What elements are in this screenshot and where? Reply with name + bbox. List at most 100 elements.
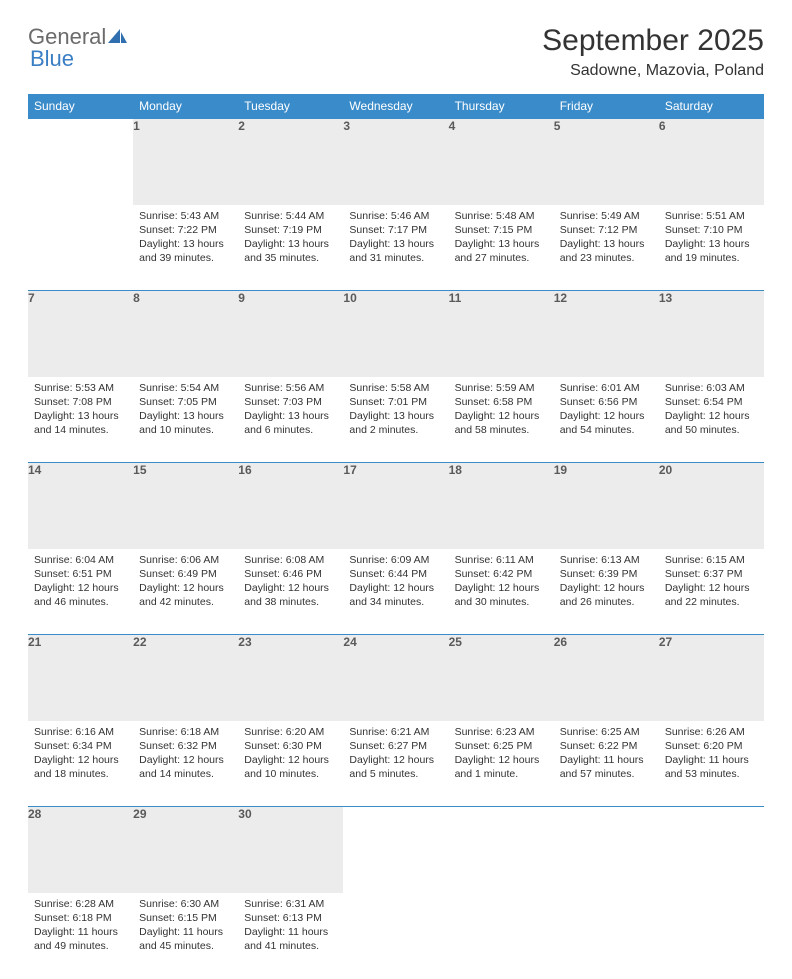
sunset-text: Sunset: 6:30 PM bbox=[244, 739, 337, 753]
sunset-text: Sunset: 6:39 PM bbox=[560, 567, 653, 581]
day-number: 30 bbox=[238, 807, 343, 893]
day-cell: Sunrise: 6:25 AMSunset: 6:22 PMDaylight:… bbox=[554, 721, 659, 807]
sunset-text: Sunset: 7:17 PM bbox=[349, 223, 442, 237]
day-cell: Sunrise: 6:28 AMSunset: 6:18 PMDaylight:… bbox=[28, 893, 133, 979]
day-number: 24 bbox=[343, 635, 448, 721]
sunrise-text: Sunrise: 6:03 AM bbox=[665, 381, 758, 395]
day-cell-content: Sunrise: 6:18 AMSunset: 6:32 PMDaylight:… bbox=[133, 721, 238, 788]
day-number: 14 bbox=[28, 463, 133, 549]
sunrise-text: Sunrise: 5:49 AM bbox=[560, 209, 653, 223]
day-number bbox=[343, 807, 448, 893]
sunrise-text: Sunrise: 5:44 AM bbox=[244, 209, 337, 223]
daylight-text-1: Daylight: 13 hours bbox=[139, 237, 232, 251]
day-number: 18 bbox=[449, 463, 554, 549]
sunrise-text: Sunrise: 6:26 AM bbox=[665, 725, 758, 739]
daylight-text-2: and 31 minutes. bbox=[349, 251, 442, 265]
daylight-text-1: Daylight: 12 hours bbox=[455, 409, 548, 423]
day-number: 16 bbox=[238, 463, 343, 549]
daylight-text-1: Daylight: 11 hours bbox=[139, 925, 232, 939]
daylight-text-1: Daylight: 13 hours bbox=[455, 237, 548, 251]
day-number: 10 bbox=[343, 291, 448, 377]
sunset-text: Sunset: 6:46 PM bbox=[244, 567, 337, 581]
day-cell-content: Sunrise: 6:03 AMSunset: 6:54 PMDaylight:… bbox=[659, 377, 764, 444]
sunset-text: Sunset: 7:12 PM bbox=[560, 223, 653, 237]
sunrise-text: Sunrise: 6:09 AM bbox=[349, 553, 442, 567]
weekday-header: Monday bbox=[133, 94, 238, 119]
daylight-text-1: Daylight: 12 hours bbox=[665, 581, 758, 595]
day-cell-content: Sunrise: 5:59 AMSunset: 6:58 PMDaylight:… bbox=[449, 377, 554, 444]
sunset-text: Sunset: 7:22 PM bbox=[139, 223, 232, 237]
sunset-text: Sunset: 7:15 PM bbox=[455, 223, 548, 237]
day-cell: Sunrise: 5:48 AMSunset: 7:15 PMDaylight:… bbox=[449, 205, 554, 291]
day-number: 4 bbox=[449, 119, 554, 205]
day-number: 23 bbox=[238, 635, 343, 721]
daylight-text-1: Daylight: 13 hours bbox=[560, 237, 653, 251]
day-number: 20 bbox=[659, 463, 764, 549]
day-cell: Sunrise: 6:04 AMSunset: 6:51 PMDaylight:… bbox=[28, 549, 133, 635]
day-cell-content: Sunrise: 5:56 AMSunset: 7:03 PMDaylight:… bbox=[238, 377, 343, 444]
day-cell-content: Sunrise: 6:30 AMSunset: 6:15 PMDaylight:… bbox=[133, 893, 238, 960]
day-cell-content: Sunrise: 6:28 AMSunset: 6:18 PMDaylight:… bbox=[28, 893, 133, 960]
day-content-row: Sunrise: 5:53 AMSunset: 7:08 PMDaylight:… bbox=[28, 377, 764, 463]
daylight-text-2: and 10 minutes. bbox=[244, 767, 337, 781]
sunset-text: Sunset: 6:49 PM bbox=[139, 567, 232, 581]
sunset-text: Sunset: 7:08 PM bbox=[34, 395, 127, 409]
sunrise-text: Sunrise: 5:46 AM bbox=[349, 209, 442, 223]
day-cell-content: Sunrise: 6:21 AMSunset: 6:27 PMDaylight:… bbox=[343, 721, 448, 788]
logo-sail-icon bbox=[106, 25, 128, 50]
day-number: 28 bbox=[28, 807, 133, 893]
day-cell-content: Sunrise: 5:49 AMSunset: 7:12 PMDaylight:… bbox=[554, 205, 659, 272]
daylight-text-2: and 57 minutes. bbox=[560, 767, 653, 781]
day-number: 21 bbox=[28, 635, 133, 721]
calendar-head: Sunday Monday Tuesday Wednesday Thursday… bbox=[28, 94, 764, 119]
day-cell: Sunrise: 6:26 AMSunset: 6:20 PMDaylight:… bbox=[659, 721, 764, 807]
month-title: September 2025 bbox=[542, 24, 764, 58]
daylight-text-2: and 27 minutes. bbox=[455, 251, 548, 265]
sunset-text: Sunset: 6:58 PM bbox=[455, 395, 548, 409]
sunset-text: Sunset: 6:13 PM bbox=[244, 911, 337, 925]
day-cell: Sunrise: 5:43 AMSunset: 7:22 PMDaylight:… bbox=[133, 205, 238, 291]
sunset-text: Sunset: 6:54 PM bbox=[665, 395, 758, 409]
day-cell-content: Sunrise: 6:01 AMSunset: 6:56 PMDaylight:… bbox=[554, 377, 659, 444]
daylight-text-1: Daylight: 13 hours bbox=[244, 409, 337, 423]
daylight-text-2: and 42 minutes. bbox=[139, 595, 232, 609]
daylight-text-1: Daylight: 12 hours bbox=[34, 581, 127, 595]
sunrise-text: Sunrise: 6:08 AM bbox=[244, 553, 337, 567]
daylight-text-2: and 22 minutes. bbox=[665, 595, 758, 609]
day-number: 3 bbox=[343, 119, 448, 205]
daylight-text-2: and 34 minutes. bbox=[349, 595, 442, 609]
day-number bbox=[449, 807, 554, 893]
weekday-header: Tuesday bbox=[238, 94, 343, 119]
sunrise-text: Sunrise: 6:11 AM bbox=[455, 553, 548, 567]
daylight-text-2: and 5 minutes. bbox=[349, 767, 442, 781]
day-number: 17 bbox=[343, 463, 448, 549]
sunrise-text: Sunrise: 6:04 AM bbox=[34, 553, 127, 567]
day-number: 26 bbox=[554, 635, 659, 721]
weekday-header: Thursday bbox=[449, 94, 554, 119]
daylight-text-1: Daylight: 12 hours bbox=[34, 753, 127, 767]
daylight-text-2: and 41 minutes. bbox=[244, 939, 337, 953]
sunset-text: Sunset: 6:20 PM bbox=[665, 739, 758, 753]
day-cell: Sunrise: 6:15 AMSunset: 6:37 PMDaylight:… bbox=[659, 549, 764, 635]
sunrise-text: Sunrise: 6:23 AM bbox=[455, 725, 548, 739]
day-number: 27 bbox=[659, 635, 764, 721]
day-cell-content: Sunrise: 6:31 AMSunset: 6:13 PMDaylight:… bbox=[238, 893, 343, 960]
sunrise-text: Sunrise: 6:21 AM bbox=[349, 725, 442, 739]
day-cell: Sunrise: 5:56 AMSunset: 7:03 PMDaylight:… bbox=[238, 377, 343, 463]
daylight-text-1: Daylight: 11 hours bbox=[560, 753, 653, 767]
daylight-text-2: and 49 minutes. bbox=[34, 939, 127, 953]
daylight-text-1: Daylight: 12 hours bbox=[665, 409, 758, 423]
day-number: 2 bbox=[238, 119, 343, 205]
day-cell: Sunrise: 5:54 AMSunset: 7:05 PMDaylight:… bbox=[133, 377, 238, 463]
day-cell-content: Sunrise: 5:44 AMSunset: 7:19 PMDaylight:… bbox=[238, 205, 343, 272]
day-cell-content: Sunrise: 6:13 AMSunset: 6:39 PMDaylight:… bbox=[554, 549, 659, 616]
sunrise-text: Sunrise: 5:56 AM bbox=[244, 381, 337, 395]
day-number: 29 bbox=[133, 807, 238, 893]
day-number bbox=[659, 807, 764, 893]
sunrise-text: Sunrise: 5:54 AM bbox=[139, 381, 232, 395]
day-cell: Sunrise: 5:53 AMSunset: 7:08 PMDaylight:… bbox=[28, 377, 133, 463]
day-cell: Sunrise: 6:30 AMSunset: 6:15 PMDaylight:… bbox=[133, 893, 238, 979]
day-cell: Sunrise: 5:51 AMSunset: 7:10 PMDaylight:… bbox=[659, 205, 764, 291]
sunset-text: Sunset: 6:37 PM bbox=[665, 567, 758, 581]
weekday-header: Saturday bbox=[659, 94, 764, 119]
